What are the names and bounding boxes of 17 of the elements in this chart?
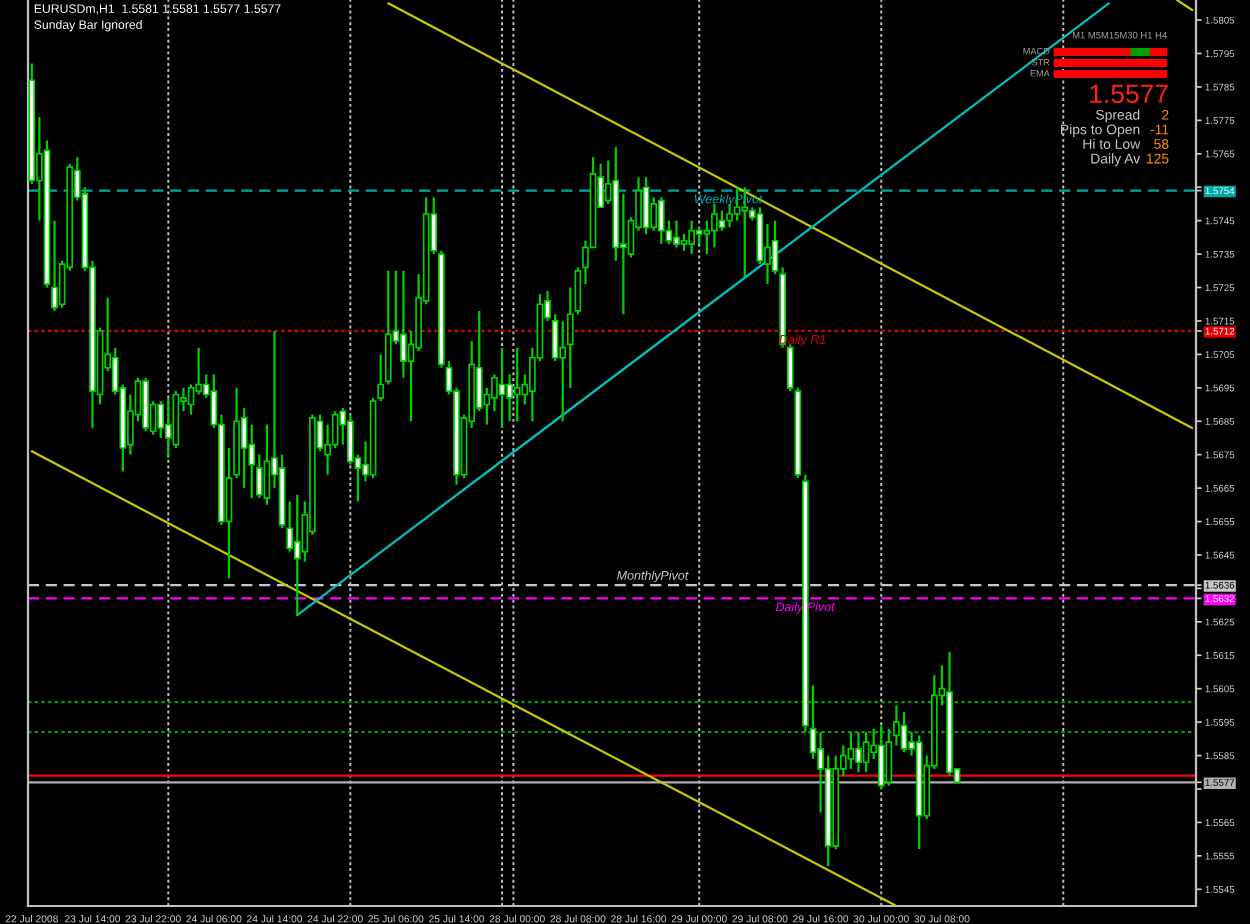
candlestick [657, 196, 665, 246]
candlestick [900, 710, 908, 754]
candlestick [164, 396, 172, 460]
candlestick [711, 202, 718, 249]
candlestick [642, 176, 650, 236]
annotation: 1.5577 [1090, 84, 1168, 104]
candlestick [688, 219, 695, 256]
candlestick [513, 346, 521, 423]
candlestick [187, 383, 195, 416]
candlestick [673, 219, 680, 249]
candlestick [847, 731, 855, 771]
candlestick [142, 376, 149, 433]
candlestick [293, 493, 301, 617]
candlestick [718, 209, 726, 232]
candlestick [855, 731, 862, 774]
candlestick [862, 731, 870, 774]
candlestick [877, 724, 885, 791]
